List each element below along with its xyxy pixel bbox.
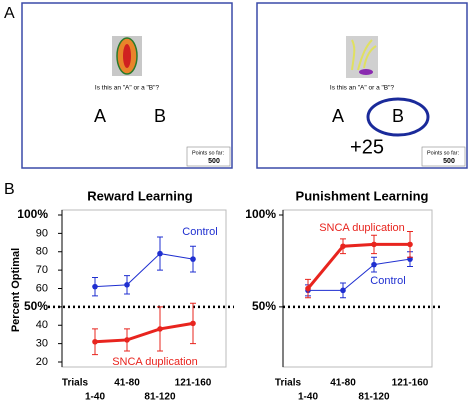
data-point [190, 320, 196, 327]
stimulus-icon [359, 69, 373, 75]
option: A [332, 106, 344, 126]
series-line [94, 253, 194, 288]
stimulus-icon [123, 44, 131, 68]
y-tick-label: 100% [245, 207, 276, 221]
points: 500 [208, 158, 220, 165]
data-point [124, 337, 130, 343]
series-label: SNCA duplication [112, 356, 198, 368]
series-label: Control [370, 275, 405, 287]
series-label: SNCA duplication [319, 222, 405, 234]
data-point [124, 282, 130, 288]
screen [21, 2, 233, 169]
points-label: Points so far: [192, 150, 225, 156]
feedback: +25 [350, 136, 384, 158]
question: Is this an "A" or a "B"? [95, 85, 160, 92]
y-tick-label: 40 [36, 319, 48, 331]
points: 500 [443, 158, 455, 165]
data-point [92, 338, 98, 345]
points-label: Points so far: [427, 150, 460, 156]
data-point [92, 283, 98, 290]
y-tick-label: 20 [36, 356, 48, 368]
x-tick-label: 121-160 [392, 378, 429, 389]
data-point [371, 261, 377, 268]
x-tick-label: 1-40 [298, 392, 318, 403]
data-point [340, 287, 346, 294]
panel-label: A [4, 5, 15, 22]
x-tick-label: 1-40 [85, 392, 105, 403]
x-axis-label: Trials [275, 378, 302, 389]
points-box [421, 146, 466, 167]
question: Is this an "A" or a "B"? [330, 85, 395, 92]
option: B [392, 106, 404, 126]
x-axis-label: Trials [62, 378, 89, 389]
series-label: Control [182, 226, 217, 238]
data-point [157, 326, 163, 332]
y-tick-label: 60 [36, 282, 48, 294]
x-tick-label: 81-120 [144, 392, 176, 403]
data-point [371, 241, 377, 248]
panel-label: B [4, 181, 15, 198]
y-tick-label: 30 [36, 338, 48, 350]
data-point [157, 250, 163, 257]
y-tick-label: 90 [36, 227, 48, 239]
y-tick-label: 50% [24, 299, 48, 313]
points-box [186, 146, 231, 167]
y-tick-label: 70 [36, 264, 48, 276]
series-line [306, 242, 410, 290]
data-point [407, 241, 413, 248]
series-line [94, 321, 194, 344]
x-tick-label: 41-80 [330, 378, 356, 389]
option: A [94, 106, 106, 126]
y-tick-label: 50% [252, 299, 276, 313]
stimulus-icon [351, 39, 377, 71]
chart-title: Punishment Learning [296, 188, 429, 203]
data-point [340, 243, 346, 250]
data-point [190, 256, 196, 262]
screen [256, 2, 468, 169]
data-point [305, 285, 311, 292]
y-tick-label: 80 [36, 246, 48, 258]
y-tick-label: 100% [17, 207, 48, 221]
x-tick-label: 81-120 [358, 392, 390, 403]
selection-circle [366, 97, 430, 137]
y-axis-label: Percent Optimal [10, 248, 22, 332]
series-line [308, 258, 411, 291]
x-tick-label: 41-80 [114, 378, 140, 389]
option: B [154, 106, 166, 126]
chart-title: Reward Learning [87, 188, 193, 203]
x-tick-label: 121-160 [175, 378, 212, 389]
